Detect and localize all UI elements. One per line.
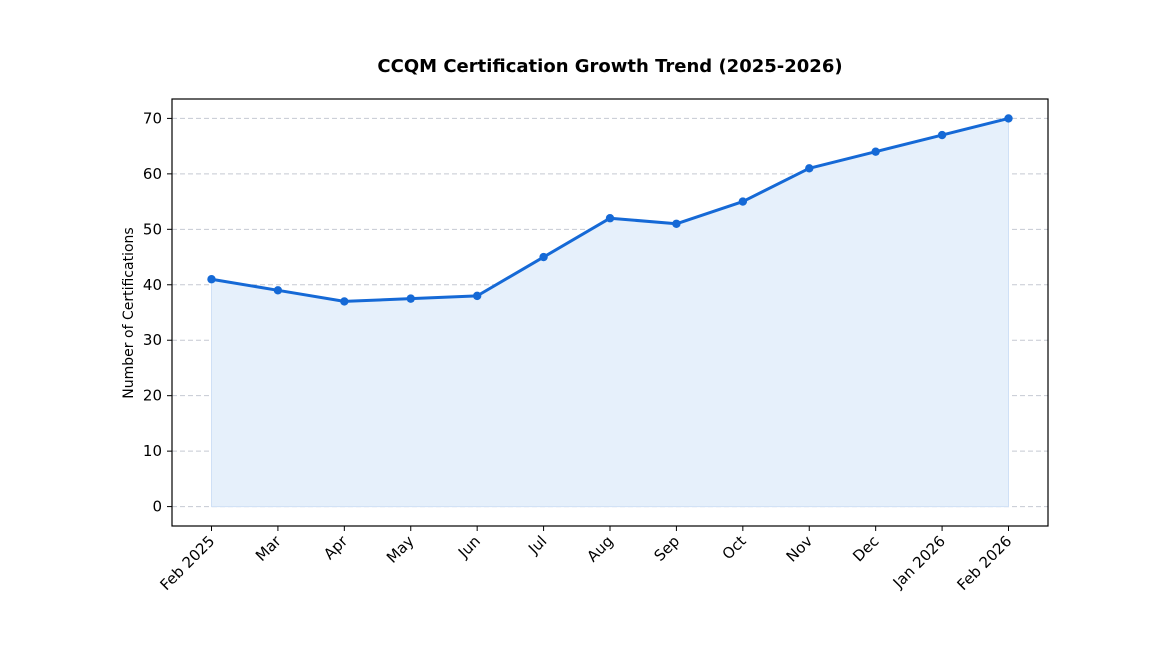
- y-tick-label: 20: [143, 387, 162, 405]
- x-tick-label: Jan 2026: [889, 532, 949, 592]
- x-tick-label: Sep: [651, 532, 684, 565]
- y-tick-label: 60: [143, 165, 162, 183]
- x-tick-label: Apr: [320, 532, 352, 564]
- x-tick-label: May: [383, 532, 418, 567]
- y-tick-label: 10: [143, 442, 162, 460]
- x-tick-label: Jul: [524, 532, 550, 558]
- x-tick-label: Mar: [252, 532, 285, 565]
- data-point: [605, 214, 615, 223]
- area-fill: [211, 117, 1009, 508]
- y-tick-label: 70: [143, 109, 162, 127]
- chart-title: CCQM Certification Growth Trend (2025-20…: [377, 56, 842, 77]
- x-axis-ticks: Feb 2025 Mar Apr May Jun Jul Aug Sep Oct Nov Dec Ja…: [156, 526, 1015, 594]
- y-tick-label: 40: [143, 276, 162, 294]
- x-tick-label: Jun: [454, 532, 484, 562]
- data-point: [672, 219, 681, 228]
- data-points: [207, 114, 1013, 306]
- data-point: [539, 252, 548, 262]
- data-point: [937, 130, 947, 140]
- x-tick-label: Nov: [783, 532, 817, 566]
- data-point: [805, 164, 814, 173]
- x-tick-label: Feb 2026: [953, 532, 1015, 594]
- data-point: [273, 286, 283, 295]
- x-tick-label: Feb 2025: [156, 532, 218, 594]
- y-tick-label: 0: [152, 498, 162, 516]
- data-point: [1004, 114, 1013, 123]
- data-point: [207, 275, 216, 284]
- data-point: [871, 147, 880, 156]
- y-axis-ticks: 0 10 20 30 40 50 60 70: [143, 109, 172, 516]
- data-point: [340, 297, 349, 306]
- data-point: [738, 197, 748, 206]
- x-tick-label: Oct: [719, 532, 750, 563]
- area-under-line: [211, 117, 1009, 508]
- y-tick-label: 50: [143, 220, 162, 238]
- data-point: [472, 291, 482, 301]
- x-tick-label: Dec: [849, 532, 882, 565]
- data-point: [406, 294, 415, 303]
- x-tick-label: Aug: [583, 532, 616, 565]
- y-axis-label: Number of Certifications: [121, 227, 137, 398]
- y-tick-label: 30: [143, 331, 162, 349]
